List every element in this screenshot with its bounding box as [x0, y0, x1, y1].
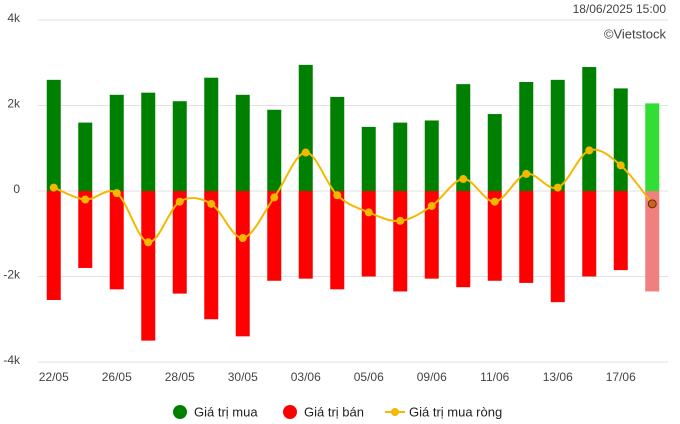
bar — [361, 126, 376, 191]
bar — [582, 191, 597, 277]
net-point — [490, 197, 499, 206]
bar — [46, 191, 61, 301]
net-point — [333, 191, 342, 200]
bar — [645, 191, 660, 292]
net-point — [364, 208, 373, 217]
bar — [109, 191, 124, 290]
net-point — [301, 148, 310, 157]
bar — [519, 81, 534, 191]
x-tick-label: 09/06 — [417, 370, 447, 384]
x-tick-label: 05/06 — [354, 370, 384, 384]
legend: Giá trị mua Giá trị bán Giá trị mua ròng — [173, 404, 502, 419]
legend-marker — [283, 405, 297, 419]
bar — [456, 191, 471, 288]
net-point — [585, 146, 594, 155]
bar — [487, 191, 502, 281]
bar — [172, 101, 187, 191]
bar — [550, 79, 565, 191]
x-tick-label: 28/05 — [165, 370, 195, 384]
bar — [330, 191, 345, 290]
x-tick-label: 26/05 — [102, 370, 132, 384]
bar — [582, 67, 597, 191]
x-tick-label: 17/06 — [606, 370, 636, 384]
y-tick-label: -4k — [3, 353, 21, 367]
net-point — [553, 183, 562, 192]
bar — [172, 191, 187, 294]
bar — [519, 191, 534, 283]
x-tick-label: 30/05 — [228, 370, 258, 384]
bar — [298, 191, 313, 279]
bar — [456, 84, 471, 191]
net-point — [175, 197, 184, 206]
bar — [204, 77, 219, 191]
bar — [487, 114, 502, 191]
y-tick-label: 4k — [7, 11, 21, 25]
bar — [235, 191, 250, 337]
net-point — [81, 195, 90, 204]
y-tick-label: 0 — [13, 182, 20, 196]
bar — [645, 103, 660, 191]
bar — [235, 94, 250, 191]
bar — [267, 109, 282, 191]
legend-marker — [173, 405, 187, 419]
bar — [424, 120, 439, 191]
net-point — [396, 216, 405, 225]
legend-label: Giá trị bán — [304, 404, 364, 419]
x-tick-label: 13/06 — [543, 370, 573, 384]
bar — [330, 96, 345, 191]
bar — [204, 191, 219, 320]
net-point — [616, 161, 625, 170]
net-point — [144, 238, 153, 247]
x-tick-label: 22/05 — [39, 370, 69, 384]
legend-label: Giá trị mua — [194, 404, 258, 419]
bar — [361, 191, 376, 277]
net-point — [522, 169, 531, 178]
net-point — [427, 201, 436, 210]
net-point — [112, 189, 121, 198]
net-point — [238, 234, 247, 243]
bar — [267, 191, 282, 281]
source: ©Vietstock — [604, 26, 667, 41]
net-point — [459, 175, 468, 184]
bar — [141, 191, 156, 341]
bar — [550, 191, 565, 303]
legend-label: Giá trị mua ròng — [409, 404, 502, 419]
y-tick-label: 2k — [7, 97, 21, 111]
net-point — [647, 199, 657, 209]
bar — [46, 79, 61, 191]
bar — [393, 122, 408, 191]
bar — [298, 64, 313, 191]
bar — [78, 191, 93, 268]
bar — [141, 92, 156, 191]
net-point — [49, 183, 58, 192]
bar — [613, 88, 628, 191]
bar — [393, 191, 408, 292]
timestamp: 18/06/2025 15:00 — [573, 2, 667, 16]
bar — [613, 191, 628, 271]
x-tick-label: 03/06 — [291, 370, 321, 384]
x-tick-label: 11/06 — [480, 370, 509, 384]
legend-marker — [391, 408, 399, 416]
bar — [78, 122, 93, 191]
bar — [424, 191, 439, 279]
net-point — [207, 199, 216, 208]
net-point — [270, 193, 279, 202]
y-tick-label: -2k — [3, 268, 21, 282]
bar — [109, 94, 124, 191]
